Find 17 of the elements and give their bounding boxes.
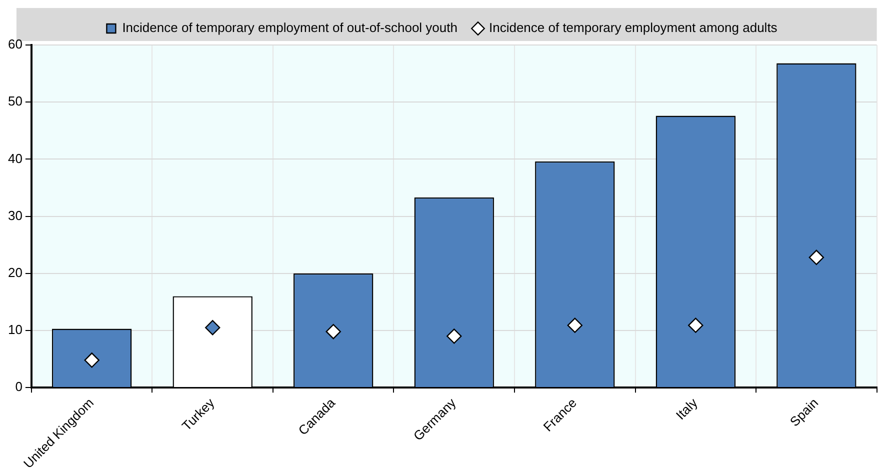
legend-label: Incidence of temporary employment among adults	[488, 20, 778, 36]
point	[808, 250, 824, 265]
y-tick-label: 60	[8, 36, 22, 52]
y-tick-label: 50	[8, 94, 22, 109]
y-tick-label: 10	[8, 322, 22, 338]
y-tick-label: 20	[8, 264, 22, 280]
y-tick-label: 0	[15, 379, 22, 394]
x-tick-label: Italy	[672, 394, 701, 423]
y-tick-label: 30	[8, 208, 22, 223]
point	[84, 352, 100, 368]
point	[326, 324, 341, 340]
y-tick-label: 40	[8, 150, 22, 166]
point	[688, 318, 704, 333]
legend-label: Incidence of temporary employment of out-of-school youth	[122, 20, 458, 36]
point	[446, 328, 462, 344]
point	[567, 318, 582, 333]
point	[205, 320, 220, 336]
